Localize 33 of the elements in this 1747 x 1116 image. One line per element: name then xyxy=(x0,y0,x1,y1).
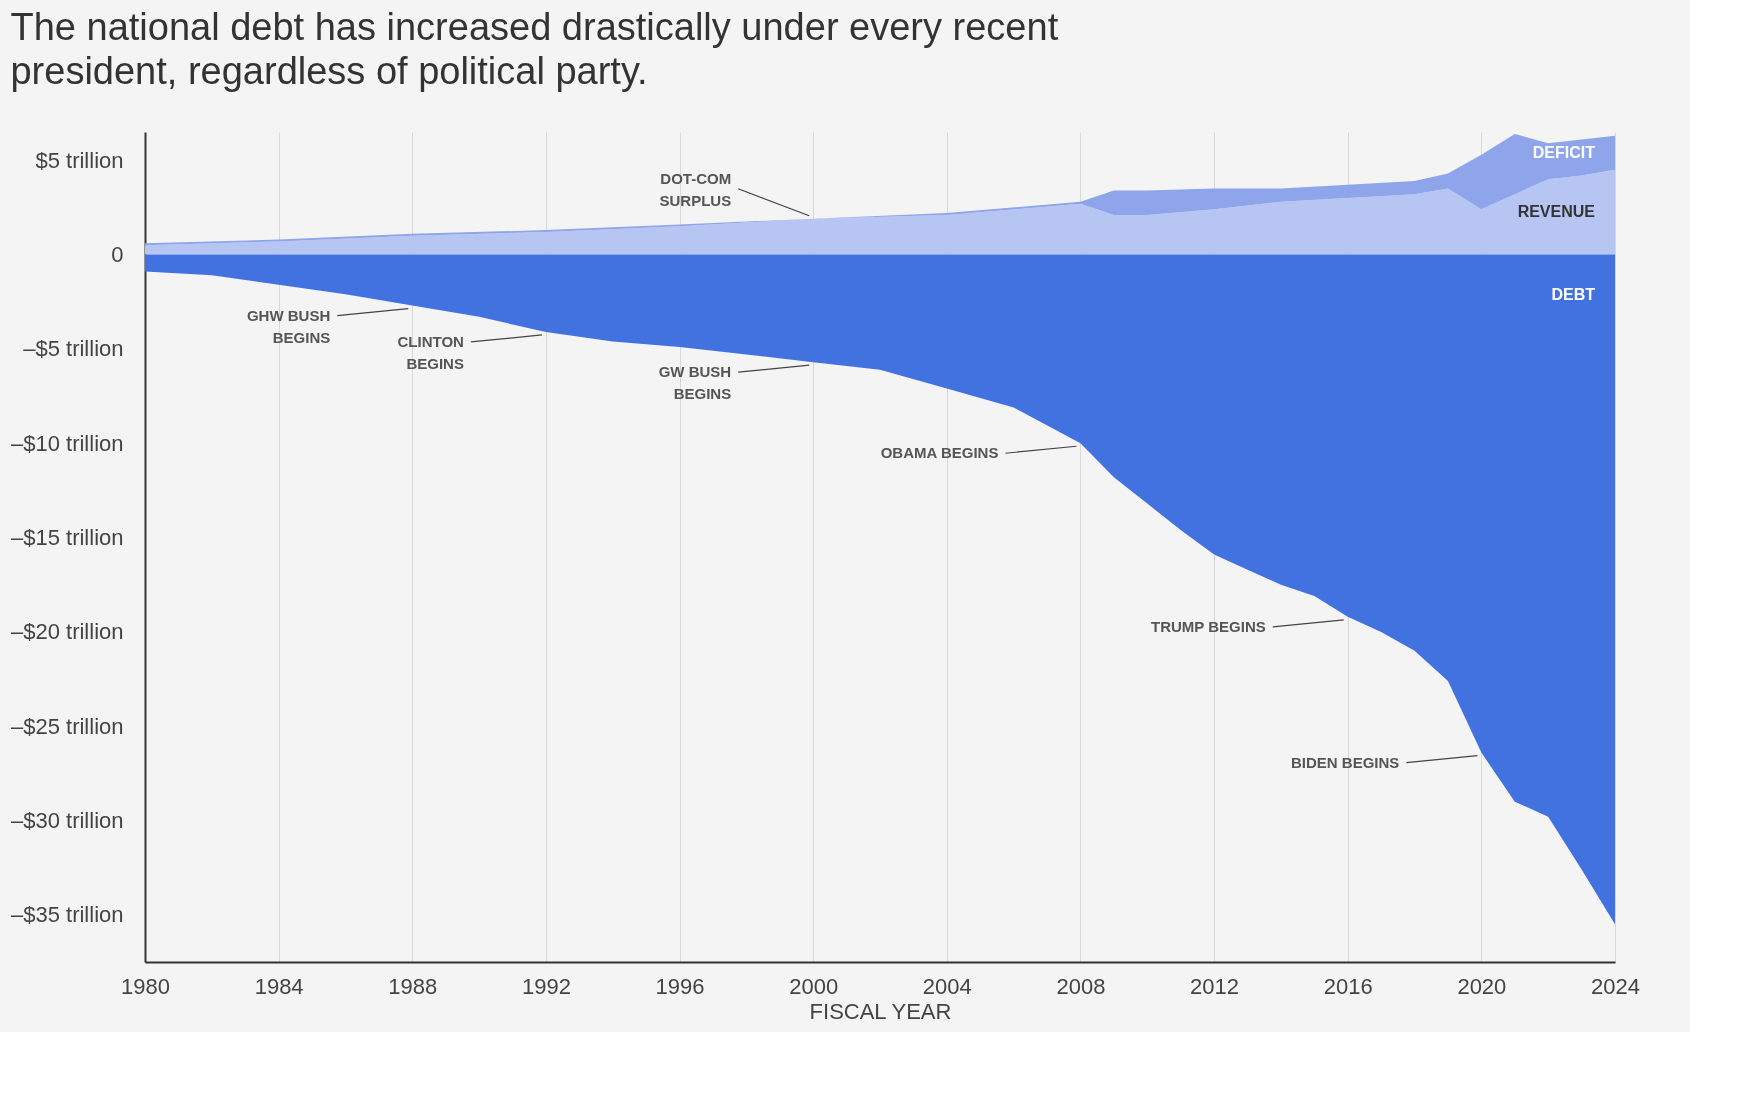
y-tick-label: –$20 trillion xyxy=(10,619,124,645)
series-label: REVENUE xyxy=(1517,203,1596,221)
x-tick-label: 2024 xyxy=(1591,973,1640,999)
x-tick-label: 1988 xyxy=(388,973,438,999)
annotation: BIDEN BEGINS xyxy=(1291,753,1400,771)
y-tick-label: –$35 trillion xyxy=(10,902,124,928)
x-tick-label: 2020 xyxy=(1457,973,1507,999)
y-tick-label: –$15 trillion xyxy=(10,525,124,551)
series-label: DEBT xyxy=(1551,285,1596,303)
chart-title: The national debt has increased drastically under every recent president, regardless of political party. xyxy=(10,6,1059,92)
annotation: TRUMP BEGINS xyxy=(1150,617,1266,635)
y-tick-label: –$25 trillion xyxy=(10,713,124,739)
x-tick-label: 1980 xyxy=(121,973,170,999)
annotation: OBAMA BEGINS xyxy=(880,444,999,462)
y-tick-label: –$30 trillion xyxy=(10,808,124,834)
x-tick-label: 2016 xyxy=(1323,973,1373,999)
y-tick-label: $5 trillion xyxy=(35,147,124,173)
annotation: GHW BUSH BEGINS xyxy=(246,306,331,346)
x-tick-label: 2004 xyxy=(922,973,972,999)
annotation: DOT-COM SURPLUS xyxy=(659,169,732,209)
y-tick-label: –$5 trillion xyxy=(23,336,124,362)
annotation: GW BUSH BEGINS xyxy=(658,363,732,403)
x-tick-label: 2012 xyxy=(1190,973,1240,999)
x-tick-label: 1984 xyxy=(254,973,304,999)
x-tick-label: 1992 xyxy=(521,973,571,999)
x-axis-title: FISCAL YEAR xyxy=(809,998,952,1024)
y-tick-label: 0 xyxy=(111,242,124,268)
x-tick-label: 1996 xyxy=(655,973,705,999)
x-tick-label: 2008 xyxy=(1056,973,1106,999)
series-label: DEFICIT xyxy=(1532,143,1596,161)
annotation: CLINTON BEGINS xyxy=(397,332,464,372)
y-tick-label: –$10 trillion xyxy=(10,430,124,456)
x-tick-label: 2000 xyxy=(789,973,839,999)
